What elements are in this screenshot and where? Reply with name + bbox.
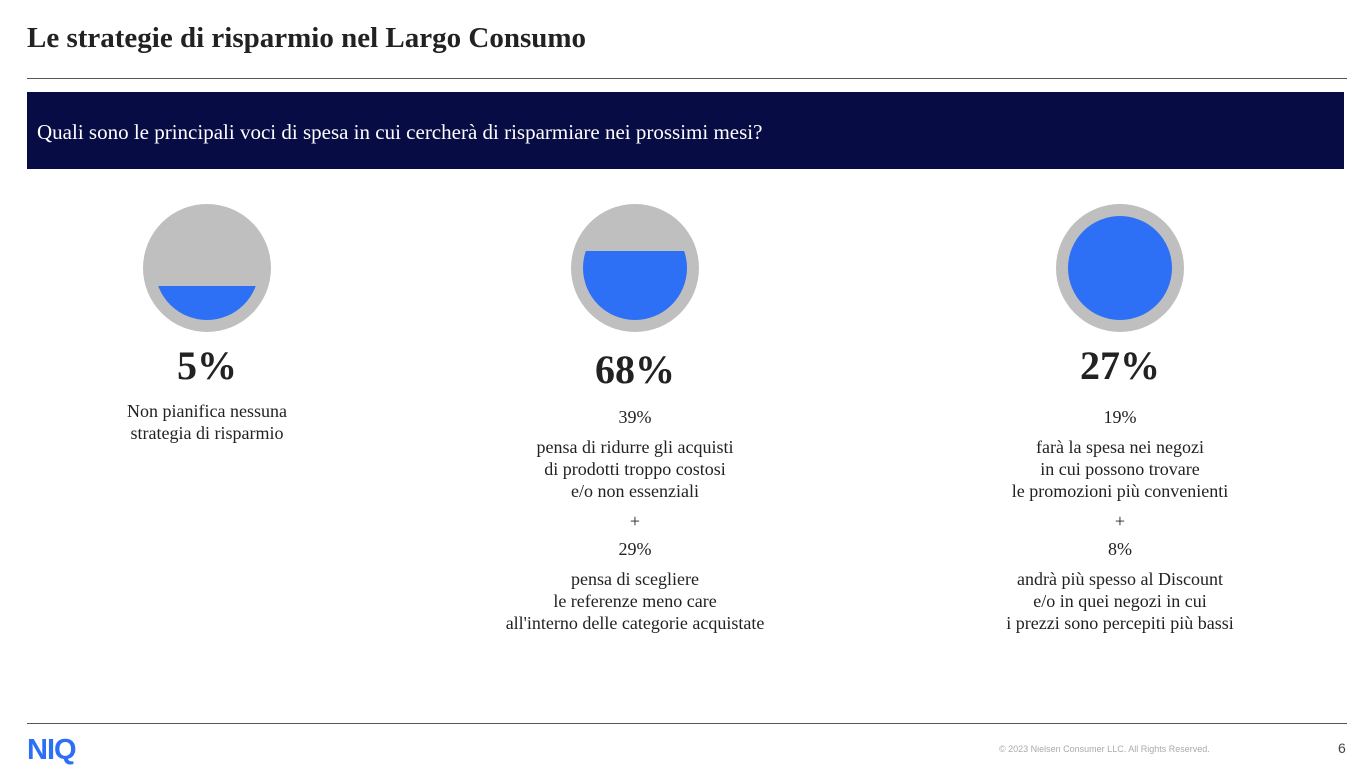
column-no-strategy: 5% Non pianifica nessuna strategia di ris…	[0, 204, 427, 444]
question-banner: Quali sono le principali voci di spesa i…	[27, 92, 1344, 169]
text-line: in cui possono trovare	[1040, 459, 1200, 479]
fill-gauge	[1056, 204, 1184, 332]
text-line: andrà più spesso al Discount	[1017, 569, 1223, 589]
percent-value: 68%	[595, 347, 675, 392]
page-number: 6	[1338, 740, 1346, 756]
page-title: Le strategie di risparmio nel Largo Cons…	[27, 22, 587, 54]
percent-value: 27%	[1080, 343, 1160, 388]
column-stores: 27% 19% farà la spesa nei negozi in cui p…	[900, 204, 1340, 634]
footer-divider	[27, 723, 1347, 724]
text-line: pensa di scegliere	[571, 569, 699, 589]
text-line: +	[1114, 511, 1126, 531]
text-line: 19%	[1103, 407, 1137, 427]
niq-logo: NIQ	[27, 734, 77, 766]
text-line: e/o in quei negozi in cui	[1033, 591, 1207, 611]
text-line: le referenze meno care	[553, 591, 717, 611]
text-line: 39%	[618, 407, 652, 427]
column-reduce: 68% 39% pensa di ridurre gli acquisti di …	[415, 204, 855, 634]
text-line: +	[629, 511, 641, 531]
text-line: e/o non essenziali	[571, 481, 699, 501]
fill-gauge	[571, 204, 699, 332]
percent-value: 5%	[177, 343, 237, 388]
fill-gauge	[143, 204, 271, 332]
text-line: pensa di ridurre gli acquisti	[536, 437, 734, 457]
description: 39% pensa di ridurre gli acquisti di prod…	[415, 406, 855, 634]
text-line: Non pianifica nessuna	[127, 401, 287, 421]
text-line: farà la spesa nei negozi	[1036, 437, 1204, 457]
text-line: 8%	[1108, 539, 1132, 559]
text-line: 29%	[618, 539, 652, 559]
copyright: © 2023 Nielsen Consumer LLC. All Rights …	[999, 744, 1210, 754]
description: Non pianifica nessuna strategia di rispar…	[0, 400, 427, 444]
text-line: le promozioni più convenienti	[1011, 481, 1229, 501]
divider	[27, 78, 1347, 79]
gauge-fill	[1068, 216, 1172, 320]
gauge-fill	[583, 251, 687, 320]
text-line: all'interno delle categorie acquistate	[505, 613, 765, 633]
description: 19% farà la spesa nei negozi in cui posso…	[900, 406, 1340, 634]
text-line: di prodotti troppo costosi	[544, 459, 726, 479]
text-line: strategia di risparmio	[130, 423, 284, 443]
text-line: i prezzi sono percepiti più bassi	[1006, 613, 1234, 633]
gauge-fill	[155, 286, 259, 320]
